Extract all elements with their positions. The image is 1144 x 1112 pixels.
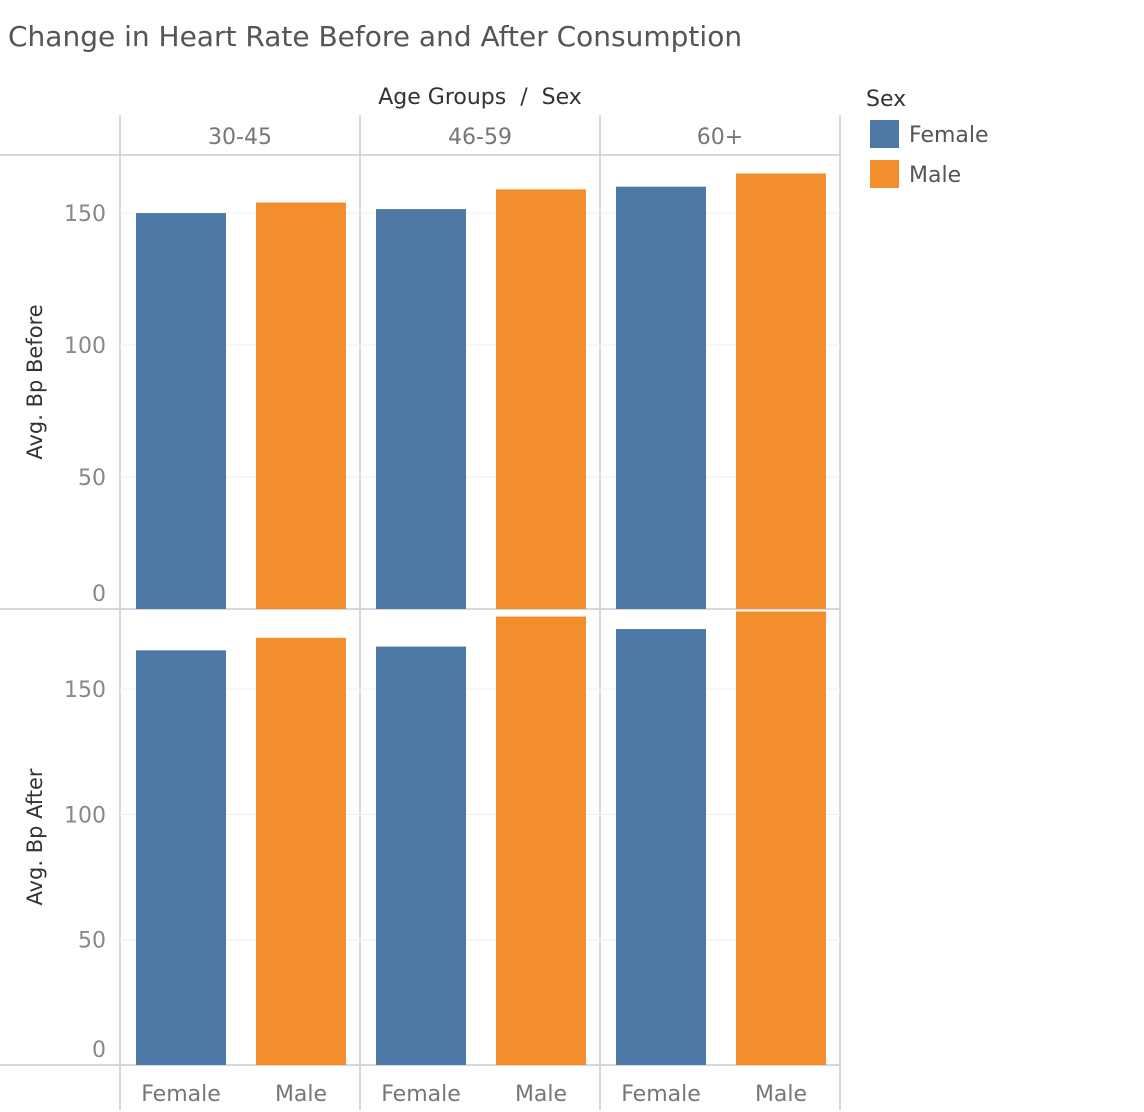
labels: 30-45 46-59 60+ 0 50 100 150 Avg. Bp Before 0 50 1… — [23, 125, 807, 1107]
bar-46-59-male — [496, 189, 586, 609]
bar-60plus-female — [616, 629, 706, 1065]
age-group-header: 30-45 — [208, 125, 272, 150]
x-category-label: Female — [141, 1082, 221, 1107]
y-tick-label: 100 — [64, 334, 106, 359]
legend-swatch — [870, 160, 899, 188]
legend-swatch — [870, 120, 899, 148]
bar-46-59-female — [376, 646, 466, 1065]
y-tick-label: 0 — [92, 582, 106, 607]
age-group-header: 46-59 — [448, 125, 512, 150]
bar-30-45-female — [136, 650, 226, 1065]
x-category-label: Male — [755, 1082, 807, 1107]
legend: Sex Female Male — [866, 87, 989, 188]
legend-label: Male — [909, 163, 961, 188]
chart-title: Change in Heart Rate Before and After Co… — [8, 20, 742, 53]
x-category-label: Female — [381, 1082, 461, 1107]
bar-30-45-male — [256, 637, 346, 1065]
y-tick-label: 50 — [78, 466, 106, 491]
age-group-header: 60+ — [697, 125, 743, 150]
bars — [136, 173, 826, 1065]
bar-30-45-male — [256, 202, 346, 609]
x-category-label: Female — [621, 1082, 701, 1107]
legend-label: Female — [909, 123, 989, 148]
x-category-label: Male — [275, 1082, 327, 1107]
bar-46-59-male — [496, 616, 586, 1065]
y-tick-label: 0 — [92, 1038, 106, 1063]
y-tick-label: 150 — [64, 202, 106, 227]
y-axis-title: Avg. Bp After — [23, 768, 47, 905]
bar-60plus-male — [736, 611, 826, 1065]
y-tick-label: 50 — [78, 929, 106, 954]
bar-60plus-male — [736, 173, 826, 609]
bar-30-45-female — [136, 213, 226, 609]
y-tick-label: 150 — [64, 678, 106, 703]
x-category-label: Male — [515, 1082, 567, 1107]
gridlines — [120, 212, 840, 941]
column-header: Age Groups / Sex — [378, 85, 582, 110]
bar-46-59-female — [376, 209, 466, 609]
legend-title: Sex — [866, 87, 906, 112]
y-tick-label: 100 — [64, 803, 106, 828]
y-axis-title: Avg. Bp Before — [23, 304, 47, 459]
bar-60plus-female — [616, 186, 706, 609]
